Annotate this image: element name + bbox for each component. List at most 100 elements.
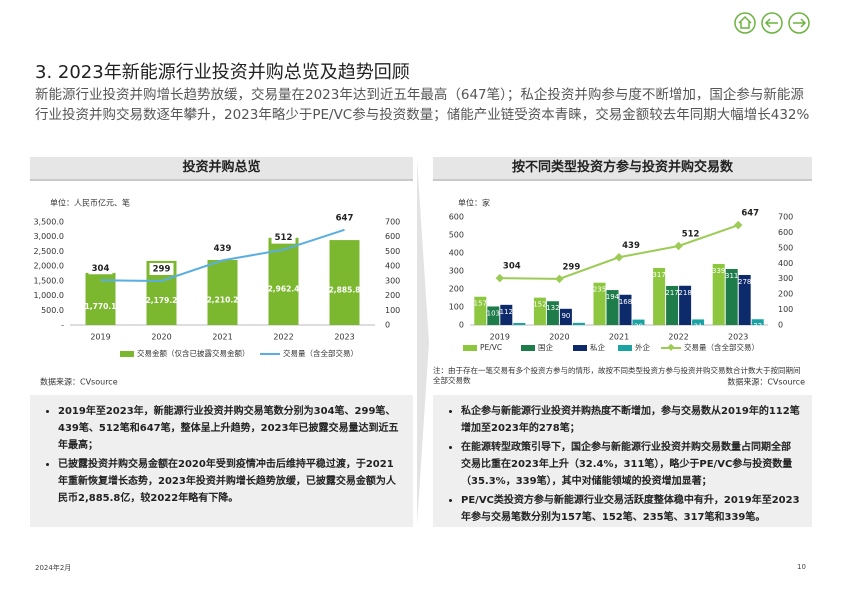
legend-swatch [618, 345, 632, 351]
summary-box: 2019年至2023年，新能源行业投资并购交易笔数分别为304笔、299笔、43… [30, 395, 413, 527]
bar-label: 2,179.2 [146, 296, 178, 305]
y-tick-label: 600 [449, 213, 464, 222]
bar-label: 31 [694, 322, 703, 330]
bar-label: 2,962.4 [268, 284, 300, 293]
page-number: 10 [797, 563, 806, 571]
y2-tick-label: 300 [778, 274, 793, 283]
x-tick-label: 2020 [549, 333, 569, 342]
bar [207, 259, 238, 325]
bar-label: 12 [574, 326, 583, 334]
bar [606, 290, 619, 325]
bar-label: 235 [593, 286, 606, 294]
line-label: 304 [503, 262, 521, 272]
bar [500, 304, 513, 325]
bar-label: 317 [652, 271, 665, 279]
bar [619, 294, 632, 325]
bar-label: 30 [634, 323, 643, 331]
label-bg [271, 231, 296, 244]
y-tick-label: 3,500.0 [33, 218, 64, 227]
y-tick-label: 2,500.0 [33, 247, 64, 256]
y2-tick-label: 700 [385, 218, 400, 227]
bar [738, 274, 751, 325]
legend-swatch [120, 351, 134, 357]
x-tick-label: 2021 [212, 333, 232, 342]
bar [679, 285, 692, 325]
bar-label: 2,210.2 [207, 295, 239, 304]
line-label: 439 [622, 241, 640, 251]
legend-label: 交易量（含全部交易） [684, 342, 759, 352]
line-series [100, 228, 345, 283]
page-title: 3. 2023年新能源行业投资并购总览及趋势回顾 [35, 62, 410, 83]
x-tick-label: 2022 [273, 333, 293, 342]
bar-label: 152 [533, 301, 546, 309]
y-tick-label: 0 [459, 321, 464, 330]
bar-label: 194 [606, 293, 620, 301]
bar-label: 311 [725, 272, 738, 280]
summary-bullet: 私企参与新能源行业投资并购热度不断增加，参与交易数从2019年的112笔增加至2… [461, 403, 800, 437]
y2-tick-label: 200 [778, 290, 793, 299]
bar [546, 301, 559, 325]
legend-label: 交易量（含全部交易） [283, 348, 358, 358]
legend-label: 交易金额（仅含已披露交易金额） [137, 348, 250, 358]
line-label: 299 [563, 262, 581, 272]
y2-tick-label: 0 [778, 321, 783, 330]
x-tick-label: 2019 [90, 333, 110, 342]
bar-label: 132 [546, 304, 559, 312]
line-marker [495, 273, 505, 283]
panel-title: 投资并购总览 [30, 157, 413, 181]
back-button[interactable] [761, 12, 783, 34]
label-bg [149, 263, 174, 276]
bar-label: 103 [487, 309, 500, 317]
y-tick-label: 200 [449, 285, 464, 294]
y2-tick-label: 400 [385, 262, 400, 271]
x-tick-label: 2020 [151, 333, 171, 342]
legend-label: 私企 [590, 342, 605, 352]
forward-button[interactable] [788, 12, 810, 34]
y-tick-label: - [61, 321, 64, 330]
bar-label: 218 [678, 289, 691, 297]
line-marker [555, 274, 564, 284]
line-label: 512 [275, 233, 293, 243]
bar [632, 319, 645, 325]
source: 数据来源：CVsource [40, 377, 118, 387]
legend-label: 国企 [538, 342, 553, 352]
bar-label: 217 [665, 289, 678, 297]
chart: 单位：人民币亿元、笔 - 500.0 1,000.0 1,500.0 2,000.0 2,5… [33, 198, 400, 387]
bar [751, 319, 764, 325]
bar [533, 297, 546, 325]
y-tick-label: 300 [449, 267, 464, 276]
x-tick-label: 2022 [668, 333, 688, 342]
home-button[interactable] [734, 12, 756, 34]
bar [85, 272, 116, 325]
bar [712, 263, 725, 325]
y-tick-label: 1,000.0 [33, 291, 64, 300]
line-marker [733, 220, 743, 230]
bar [329, 240, 360, 325]
chart-note: 注：由于存在一笔交易有多个投资方参与的情形，故按不同类型投资方参与投资并购交易数… [433, 366, 801, 385]
line-label: 647 [741, 209, 759, 219]
legend-swatch [463, 345, 477, 351]
divider-arrow [417, 160, 429, 525]
line-label: 439 [214, 244, 232, 254]
line-series [499, 224, 739, 280]
x-tick-label: 2021 [609, 333, 629, 342]
chart: 单位：家 0 100 200 300 400 500 600 0 100 200 300 400 500 6… [449, 198, 805, 387]
line-marker [674, 241, 683, 251]
y2-tick-label: 600 [778, 228, 793, 237]
y-tick-label: 400 [449, 249, 464, 258]
x-tick-label: 2019 [490, 333, 510, 342]
source: 数据来源：CVsource [727, 377, 805, 387]
line-marker [614, 253, 624, 262]
legend-label: 外企 [635, 342, 650, 352]
bar [513, 323, 526, 325]
bar-label: 339 [712, 267, 725, 275]
bar [666, 285, 679, 325]
label-bg [210, 242, 235, 255]
y2-tick-label: 300 [385, 276, 400, 285]
bar [474, 296, 487, 325]
bar-label: 32 [753, 322, 762, 330]
nav-icons [734, 12, 810, 34]
bar [653, 267, 666, 325]
y2-tick-label: 100 [385, 306, 400, 315]
